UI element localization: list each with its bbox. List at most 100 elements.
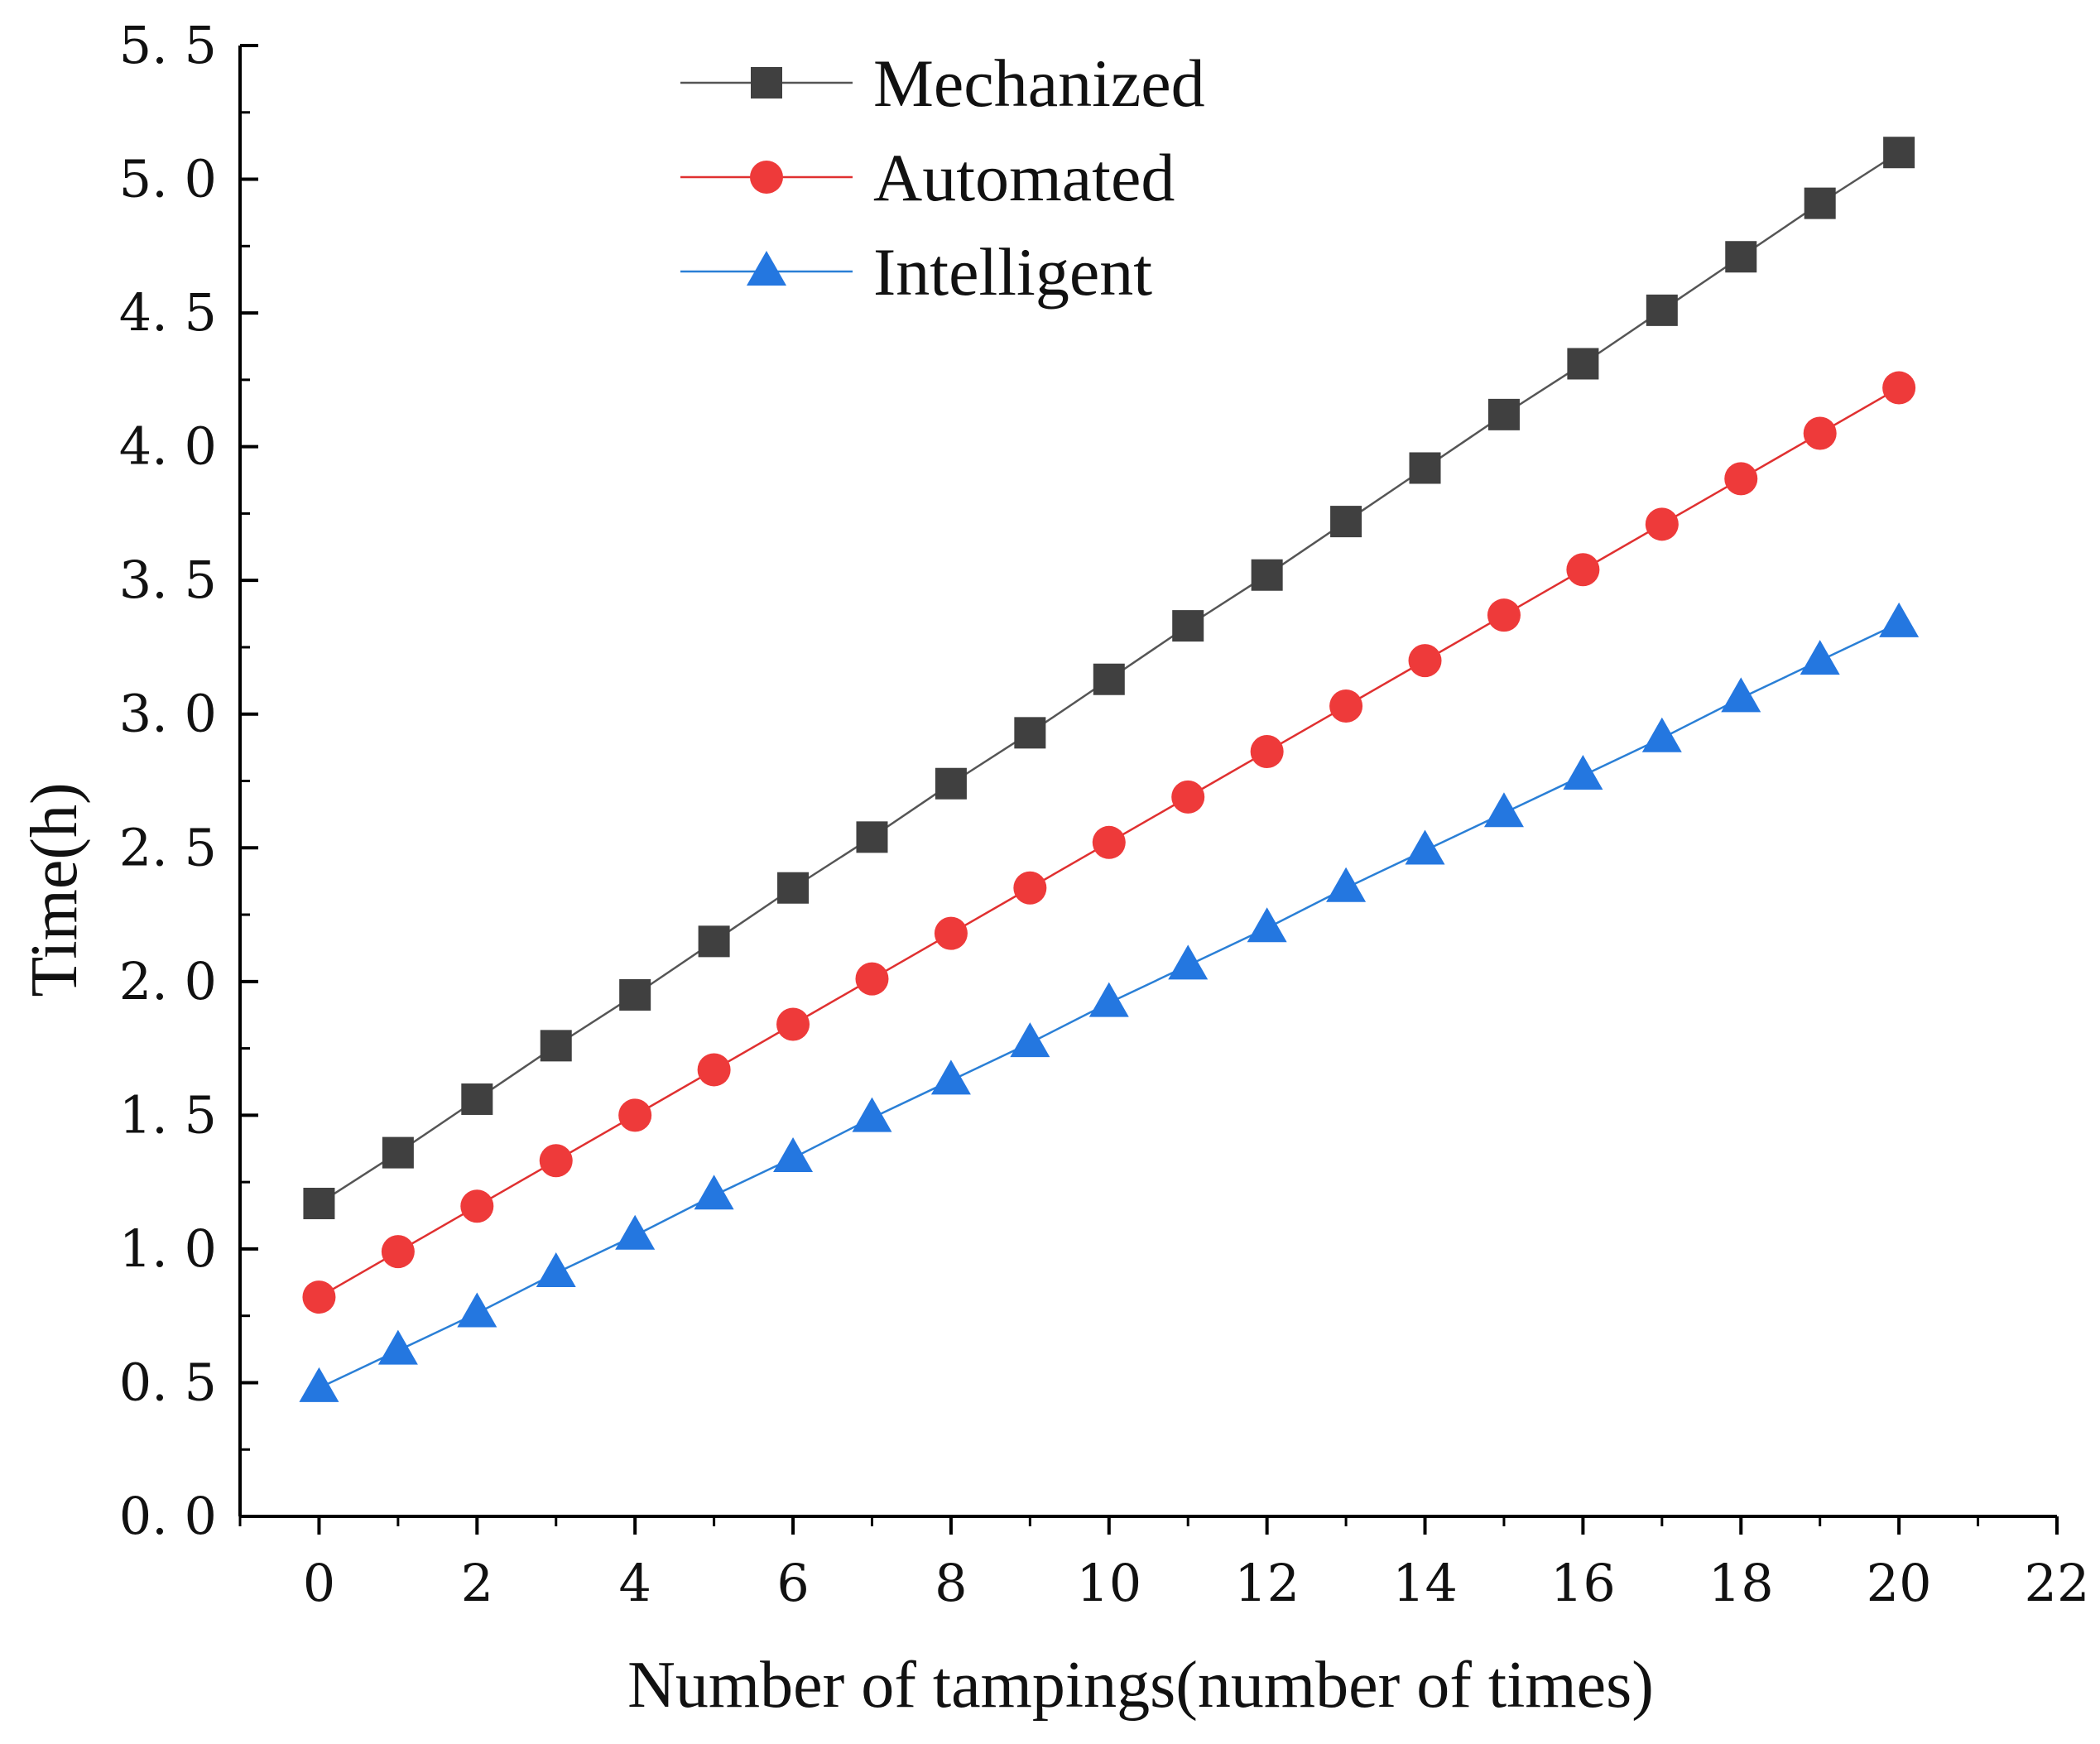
data-point-automated bbox=[697, 1053, 731, 1087]
legend-label-intelligent: Intelligent bbox=[873, 234, 1152, 310]
data-point-intelligent bbox=[1326, 867, 1367, 902]
legend-label-automated: Automated bbox=[873, 140, 1175, 215]
data-point-intelligent bbox=[694, 1175, 734, 1210]
data-point-mechanized bbox=[1093, 663, 1125, 695]
data-point-mechanized bbox=[777, 872, 810, 904]
data-point-intelligent bbox=[377, 1329, 418, 1365]
data-point-automated bbox=[1566, 553, 1600, 587]
y-tick-label: 3. 5 bbox=[119, 550, 217, 610]
x-tick-label: 8 bbox=[935, 1553, 967, 1613]
data-point-mechanized bbox=[1409, 452, 1441, 484]
data-point-intelligent bbox=[1247, 907, 1287, 943]
data-point-mechanized bbox=[303, 1187, 335, 1219]
y-tick-label: 5. 0 bbox=[119, 149, 217, 209]
data-point-automated bbox=[776, 1007, 810, 1041]
data-point-intelligent bbox=[852, 1097, 892, 1132]
data-point-automated bbox=[460, 1189, 494, 1223]
data-point-intelligent bbox=[930, 1059, 971, 1095]
x-tick-label: 12 bbox=[1234, 1553, 1300, 1613]
x-tick-label: 22 bbox=[2025, 1553, 2090, 1613]
legend: Mechanized Automated Intelligent bbox=[680, 46, 1205, 310]
data-point-intelligent bbox=[299, 1367, 339, 1402]
series-layer bbox=[299, 137, 1920, 1402]
data-point-automated bbox=[1803, 416, 1837, 450]
y-tick-label: 3. 0 bbox=[119, 684, 217, 744]
data-point-automated bbox=[618, 1098, 652, 1132]
data-point-mechanized bbox=[1251, 559, 1283, 591]
legend-item-automated: Automated bbox=[680, 140, 1175, 215]
data-point-mechanized bbox=[1883, 137, 1915, 169]
data-point-mechanized bbox=[1804, 187, 1836, 219]
data-point-automated bbox=[855, 962, 889, 996]
data-point-automated bbox=[1724, 462, 1758, 496]
data-point-intelligent bbox=[536, 1252, 576, 1287]
x-tick-label: 4 bbox=[618, 1553, 651, 1613]
x-tick-label: 10 bbox=[1076, 1553, 1141, 1613]
y-tick-label: 0. 5 bbox=[119, 1352, 217, 1412]
data-point-mechanized bbox=[1487, 398, 1520, 430]
data-point-automated bbox=[539, 1144, 573, 1178]
data-point-automated bbox=[1171, 780, 1205, 814]
data-point-intelligent bbox=[1641, 717, 1682, 752]
series-automated bbox=[302, 371, 1916, 1314]
data-point-automated bbox=[1408, 644, 1442, 678]
legend-label-mechanized: Mechanized bbox=[873, 46, 1205, 121]
legend-item-mechanized: Mechanized bbox=[680, 46, 1205, 121]
series-intelligent bbox=[299, 602, 1920, 1402]
x-tick-label: 20 bbox=[1867, 1553, 1932, 1613]
axes: 0. 0 0. 5 1. 0 1. 5 2. 0 2. 5 3. 0 3. 5 4. 0 4. 5… bbox=[119, 15, 2090, 1613]
data-point-mechanized bbox=[461, 1083, 493, 1115]
y-tick-label: 5. 5 bbox=[119, 15, 217, 75]
data-point-intelligent bbox=[615, 1214, 656, 1250]
data-point-automated bbox=[1092, 825, 1126, 859]
y-tick-label: 2. 5 bbox=[119, 817, 217, 877]
data-point-intelligent bbox=[1168, 944, 1209, 980]
x-tick-label: 16 bbox=[1550, 1553, 1616, 1613]
legend-marker-intelligent bbox=[747, 251, 786, 286]
data-point-intelligent bbox=[1721, 677, 1761, 713]
data-point-intelligent bbox=[1800, 640, 1840, 675]
data-point-intelligent bbox=[1405, 829, 1445, 865]
y-tick-label: 2. 0 bbox=[119, 951, 217, 1011]
data-point-automated bbox=[1645, 507, 1679, 541]
data-point-mechanized bbox=[1014, 717, 1046, 749]
data-point-mechanized bbox=[1567, 348, 1599, 380]
data-point-intelligent bbox=[773, 1137, 814, 1173]
y-tick-label: 1. 0 bbox=[119, 1218, 217, 1279]
data-point-mechanized bbox=[1330, 506, 1362, 538]
data-point-intelligent bbox=[1563, 755, 1603, 790]
series-mechanized bbox=[303, 137, 1915, 1219]
data-point-mechanized bbox=[1725, 241, 1757, 273]
x-tick-label: 2 bbox=[461, 1553, 493, 1613]
data-point-mechanized bbox=[698, 925, 730, 958]
data-point-mechanized bbox=[382, 1136, 414, 1169]
data-point-intelligent bbox=[1483, 792, 1524, 828]
data-point-automated bbox=[1882, 371, 1916, 405]
x-tick-label: 18 bbox=[1708, 1553, 1774, 1613]
data-point-intelligent bbox=[1088, 982, 1129, 1017]
y-tick-label: 4. 5 bbox=[119, 282, 217, 343]
data-point-automated bbox=[934, 916, 968, 950]
data-point-intelligent bbox=[1010, 1022, 1050, 1058]
y-tick-label: 1. 5 bbox=[119, 1084, 217, 1145]
data-point-mechanized bbox=[540, 1030, 572, 1062]
y-tick-label: 4. 0 bbox=[119, 416, 217, 477]
data-point-intelligent bbox=[1879, 602, 1920, 637]
data-point-mechanized bbox=[935, 767, 967, 800]
data-point-mechanized bbox=[1646, 294, 1678, 326]
y-axis-title: Time(h) bbox=[18, 782, 91, 997]
legend-marker-automated bbox=[750, 161, 783, 194]
data-point-intelligent bbox=[457, 1292, 497, 1328]
x-tick-label: 6 bbox=[776, 1553, 809, 1613]
data-point-automated bbox=[1013, 871, 1047, 905]
data-point-automated bbox=[1329, 689, 1363, 723]
legend-marker-mechanized bbox=[751, 67, 782, 98]
data-point-automated bbox=[1250, 734, 1284, 768]
data-point-automated bbox=[1487, 598, 1521, 632]
legend-item-intelligent: Intelligent bbox=[680, 234, 1152, 310]
data-point-mechanized bbox=[856, 821, 888, 853]
data-point-automated bbox=[302, 1280, 336, 1314]
data-point-mechanized bbox=[1172, 610, 1204, 642]
x-tick-label: 14 bbox=[1392, 1553, 1458, 1613]
